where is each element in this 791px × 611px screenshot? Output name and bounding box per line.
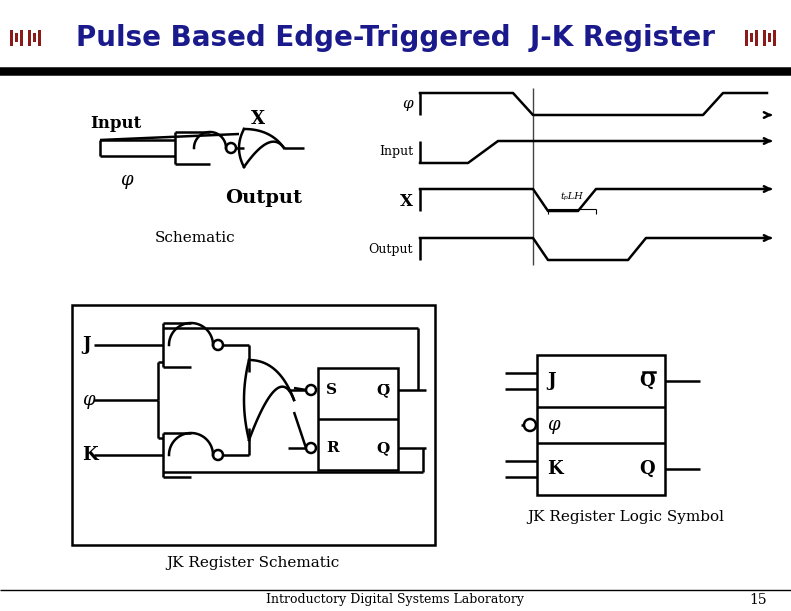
Bar <box>537 355 665 495</box>
Text: φ: φ <box>547 416 559 434</box>
Text: 15: 15 <box>749 593 766 607</box>
Bar <box>20 30 23 46</box>
Text: Output: Output <box>225 189 302 207</box>
Text: JK Register Logic Symbol: JK Register Logic Symbol <box>528 510 725 524</box>
Bar <box>318 368 398 470</box>
Bar <box>38 30 41 46</box>
Text: Q: Q <box>639 460 655 478</box>
Bar <box>773 30 776 46</box>
Bar <box>28 30 31 46</box>
Text: R: R <box>326 441 339 455</box>
Bar <box>15 33 18 42</box>
Text: K: K <box>82 446 97 464</box>
Text: JK Register Schematic: JK Register Schematic <box>166 556 339 570</box>
Text: Output: Output <box>369 243 413 255</box>
Bar <box>750 33 753 42</box>
Text: J: J <box>82 336 90 354</box>
Text: Pulse Based Edge-Triggered  J-K Register: Pulse Based Edge-Triggered J-K Register <box>77 24 716 52</box>
Bar <box>10 30 13 46</box>
Text: φ: φ <box>403 97 413 111</box>
Text: X: X <box>251 110 265 128</box>
Bar <box>763 30 766 46</box>
Text: X: X <box>400 194 413 211</box>
Text: K: K <box>547 460 562 478</box>
Text: J: J <box>547 372 555 390</box>
Text: Q: Q <box>639 372 655 390</box>
Bar <box>755 30 758 46</box>
Text: Input: Input <box>90 114 142 131</box>
Bar <box>0 68 791 74</box>
Text: tₚLH: tₚLH <box>561 192 584 201</box>
Text: Q̅: Q̅ <box>377 383 390 397</box>
Text: Introductory Digital Systems Laboratory: Introductory Digital Systems Laboratory <box>266 593 524 607</box>
Text: Input: Input <box>379 145 413 158</box>
Text: Q: Q <box>377 441 390 455</box>
Bar <box>745 30 748 46</box>
Text: S: S <box>326 383 337 397</box>
Text: Schematic: Schematic <box>155 231 235 245</box>
Bar <box>72 305 435 545</box>
Bar <box>33 33 36 42</box>
Text: φ: φ <box>120 171 133 189</box>
Bar <box>768 33 771 42</box>
Text: φ: φ <box>82 391 95 409</box>
